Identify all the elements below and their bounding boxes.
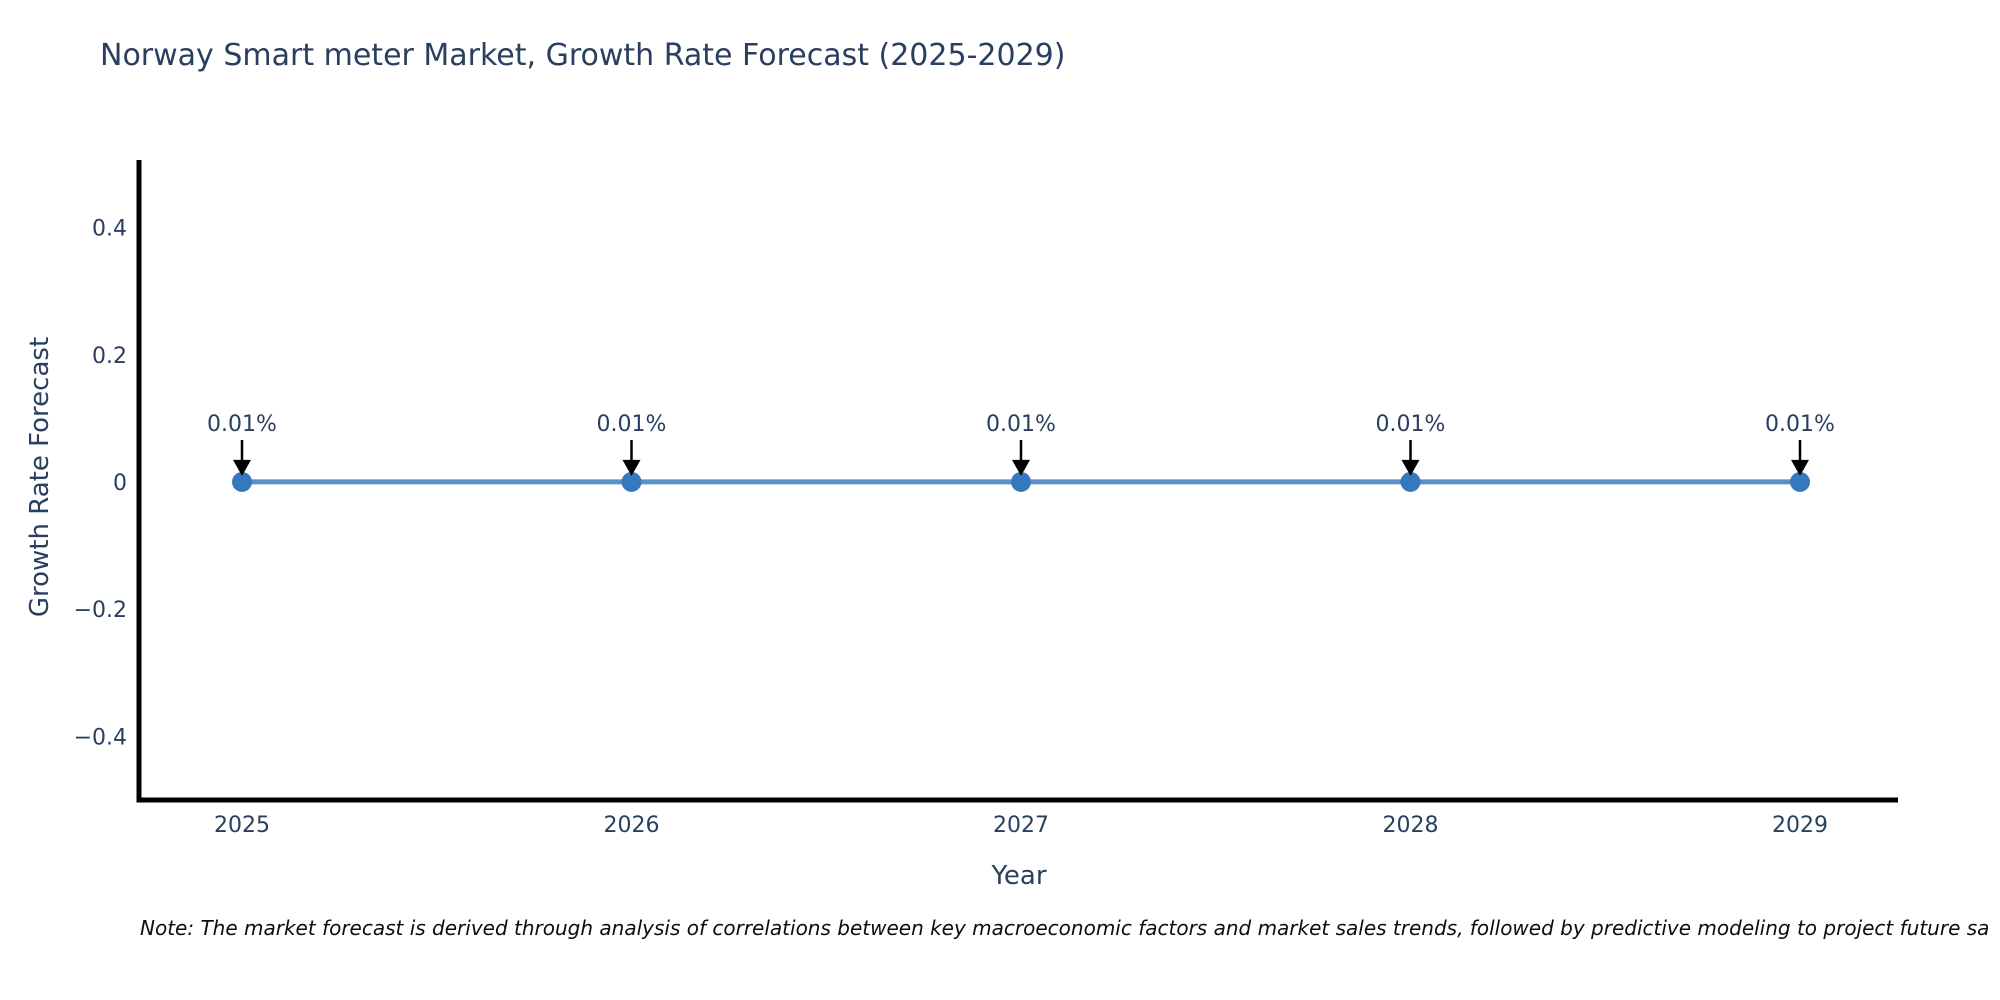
annotation-label: 0.01% bbox=[1765, 412, 1835, 437]
annotation-arrowhead-icon bbox=[1012, 459, 1030, 476]
x-axis-title: Year bbox=[991, 861, 1047, 891]
data-point-marker bbox=[1011, 471, 1031, 492]
x-tick-label: 2026 bbox=[604, 813, 660, 838]
y-tick-label: 0 bbox=[113, 471, 127, 496]
y-tick-label: −0.2 bbox=[74, 598, 127, 623]
annotation-arrowhead-icon bbox=[622, 459, 641, 476]
y-tick-label: 0.2 bbox=[92, 344, 127, 369]
y-tick-label: 0.4 bbox=[92, 217, 127, 242]
chart-title: Norway Smart meter Market, Growth Rate F… bbox=[100, 38, 1066, 73]
data-point-marker bbox=[621, 471, 642, 492]
annotation-arrowhead-icon bbox=[233, 459, 251, 476]
y-axis-title: Growth Rate Forecast bbox=[25, 336, 55, 618]
annotation-arrowhead-icon bbox=[1401, 459, 1420, 476]
annotation-label: 0.01% bbox=[986, 412, 1056, 437]
annotation-label: 0.01% bbox=[1376, 412, 1446, 437]
x-tick-label: 2029 bbox=[1772, 813, 1828, 838]
data-point-marker bbox=[1400, 471, 1421, 492]
annotation-label: 0.01% bbox=[597, 412, 667, 437]
data-point-marker bbox=[1790, 471, 1810, 492]
y-tick-label: −0.4 bbox=[74, 725, 127, 750]
annotation-arrowhead-icon bbox=[1791, 459, 1809, 476]
x-tick-label: 2028 bbox=[1383, 813, 1439, 838]
x-tick-label: 2025 bbox=[214, 813, 270, 838]
x-tick-label: 2027 bbox=[993, 813, 1049, 838]
annotation-label: 0.01% bbox=[207, 412, 277, 437]
footnote: Note: The market forecast is derived thr… bbox=[140, 916, 1990, 940]
data-point-marker bbox=[232, 471, 252, 492]
